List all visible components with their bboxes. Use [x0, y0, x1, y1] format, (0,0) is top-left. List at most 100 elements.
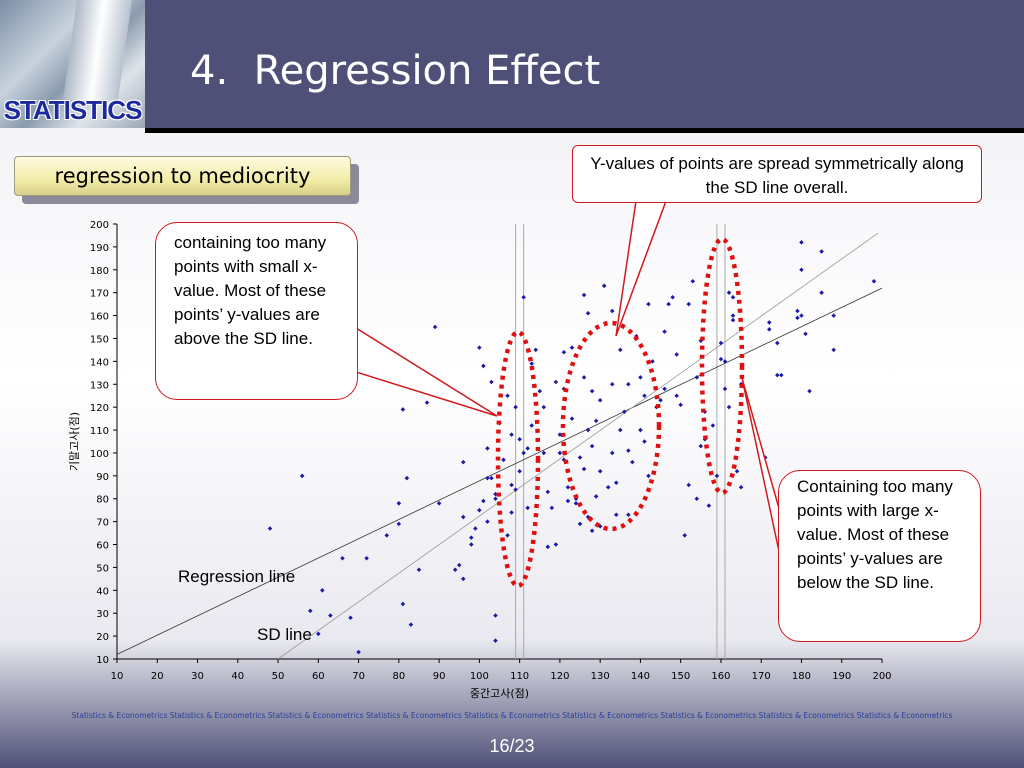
data-point	[718, 340, 724, 346]
data-point	[549, 505, 555, 511]
data-point	[408, 622, 414, 627]
data-point	[666, 301, 671, 307]
data-point	[734, 469, 740, 474]
data-point	[513, 404, 518, 410]
x-tick-label: 70	[352, 671, 365, 682]
x-tick-label: 50	[272, 671, 285, 682]
data-point	[831, 313, 836, 318]
data-point	[505, 533, 510, 538]
data-point	[416, 567, 422, 572]
data-point	[646, 473, 651, 479]
data-point	[501, 457, 506, 463]
data-point	[521, 450, 526, 456]
x-tick-label: 160	[711, 671, 730, 682]
data-point	[730, 295, 736, 300]
data-point	[577, 521, 583, 527]
data-point	[767, 327, 772, 332]
data-point	[541, 450, 547, 456]
data-point	[469, 535, 474, 540]
x-axis-title: 중간고사(점)	[470, 687, 529, 700]
y-tick-label: 80	[96, 495, 109, 506]
sd-line-label: SD line	[257, 625, 312, 644]
data-point	[473, 526, 478, 531]
data-point	[561, 349, 567, 355]
slide-header	[0, 0, 1024, 128]
data-point	[489, 379, 494, 385]
data-point	[726, 404, 732, 410]
data-point	[517, 469, 522, 474]
x-tick-label: 30	[191, 671, 204, 682]
x-tick-label: 120	[550, 671, 569, 682]
data-point	[553, 542, 559, 547]
logo-text: STATISTICS	[3, 95, 143, 125]
y-tick-label: 160	[90, 312, 109, 323]
data-point	[799, 240, 804, 245]
x-tick-label: 170	[752, 671, 771, 682]
x-tick-label: 90	[433, 671, 446, 682]
data-point	[630, 459, 635, 465]
data-point	[609, 450, 615, 456]
data-point	[710, 423, 716, 428]
data-point	[638, 427, 643, 433]
y-tick-label: 190	[90, 243, 109, 254]
callout-pointers	[355, 200, 781, 557]
highlight-ellipses	[495, 236, 745, 589]
data-point	[557, 450, 563, 456]
data-point	[581, 466, 587, 472]
data-point	[424, 400, 430, 405]
data-point	[807, 388, 812, 394]
data-point	[819, 290, 824, 295]
data-point	[577, 455, 583, 460]
footer-band: Statistics & Econometrics Statistics & E…	[71, 711, 953, 720]
data-point	[537, 388, 543, 394]
data-point	[541, 404, 547, 410]
data-point	[493, 613, 498, 618]
data-point	[517, 436, 522, 442]
data-point	[674, 352, 679, 357]
callout-top-pointer	[615, 200, 668, 337]
data-point	[493, 638, 498, 643]
callout-right-pointer	[741, 377, 781, 557]
regression-line	[116, 287, 883, 655]
data-point	[585, 311, 591, 316]
data-point	[553, 379, 559, 385]
data-point	[529, 361, 534, 366]
x-tick-label: 20	[151, 671, 164, 682]
x-tick-label: 10	[111, 671, 124, 682]
data-point	[795, 308, 800, 314]
data-point	[650, 359, 655, 364]
x-tick-label: 130	[591, 671, 610, 682]
x-tick-label: 200	[872, 671, 891, 682]
data-point	[638, 375, 643, 380]
x-tick-label: 60	[312, 671, 325, 682]
data-point	[493, 496, 498, 501]
data-point	[581, 292, 587, 298]
data-point	[694, 375, 700, 380]
data-point	[485, 519, 490, 524]
data-point	[485, 475, 490, 481]
data-point	[396, 501, 402, 506]
data-point	[461, 514, 466, 520]
data-point	[614, 512, 619, 518]
data-point	[779, 372, 784, 378]
data-point	[529, 423, 534, 428]
y-tick-label: 170	[90, 289, 109, 300]
data-point	[509, 482, 514, 488]
data-point	[505, 393, 510, 398]
data-point	[348, 615, 353, 621]
data-point	[340, 556, 345, 561]
data-point	[320, 588, 325, 593]
data-point	[481, 363, 486, 369]
data-point	[525, 446, 530, 451]
data-point	[803, 331, 808, 337]
data-point	[686, 482, 691, 488]
data-point	[775, 372, 780, 378]
data-point	[714, 473, 720, 479]
data-point	[626, 382, 631, 387]
data-point	[477, 507, 482, 513]
data-point	[626, 448, 631, 453]
x-tick-label: 150	[671, 671, 690, 682]
data-point	[452, 567, 458, 572]
data-point	[694, 496, 700, 501]
